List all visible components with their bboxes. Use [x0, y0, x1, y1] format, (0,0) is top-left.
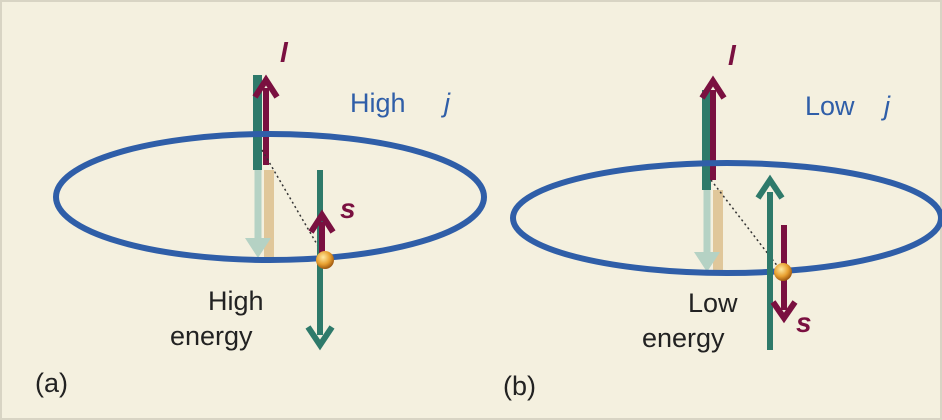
- energy-word: High: [208, 286, 264, 316]
- energy-word: Low: [688, 288, 738, 318]
- panel-tag: (a): [35, 368, 68, 398]
- energy-label: energy: [170, 321, 253, 351]
- electron: [316, 251, 334, 269]
- s-symbol: s: [340, 193, 356, 224]
- l-symbol: l: [728, 40, 737, 71]
- background: [0, 0, 942, 420]
- panel-tag: (b): [503, 371, 536, 401]
- j-word: Low: [805, 91, 855, 121]
- s-symbol: s: [796, 307, 812, 338]
- energy-label: energy: [642, 323, 725, 353]
- l-symbol: l: [280, 37, 289, 68]
- electron: [774, 263, 792, 281]
- j-word: High: [350, 88, 406, 118]
- diagram: l High j s High energy (a) l Low j s Low…: [0, 0, 942, 420]
- l-bar: [702, 90, 711, 190]
